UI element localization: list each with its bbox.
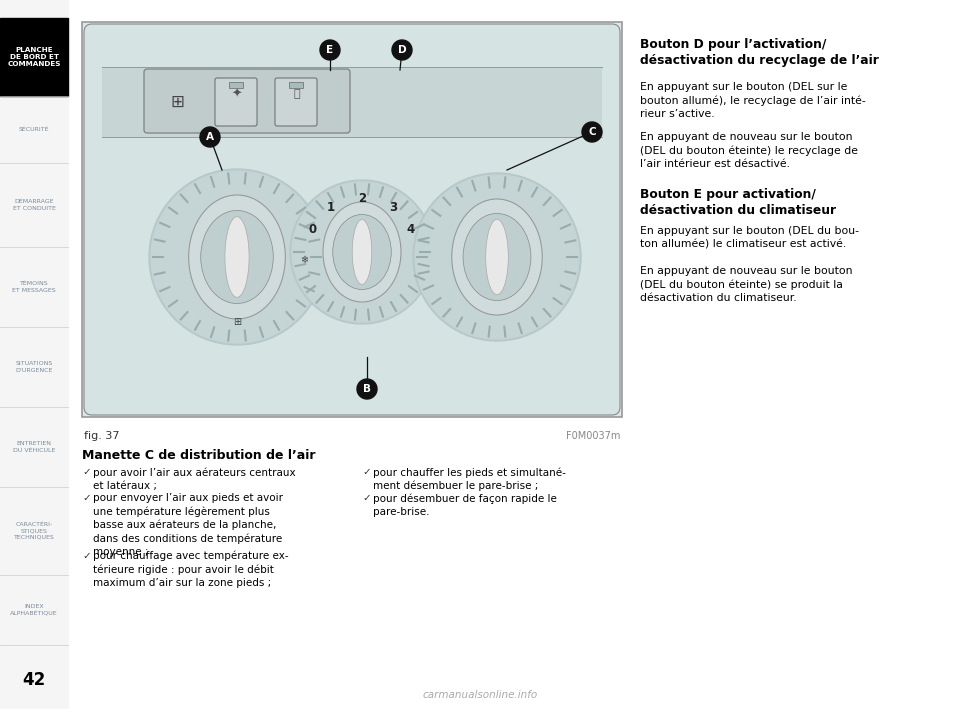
Ellipse shape (463, 213, 531, 301)
FancyBboxPatch shape (215, 78, 257, 126)
Text: ✓: ✓ (82, 550, 91, 561)
Circle shape (149, 169, 325, 345)
Bar (0, 0, 68, 709)
Text: ✓: ✓ (82, 493, 91, 503)
Bar (289, 82, 303, 88)
Text: 3: 3 (389, 201, 397, 214)
Text: 2: 2 (358, 191, 366, 204)
Text: ❄: ❄ (300, 255, 308, 265)
Bar (82, 22, 622, 417)
Circle shape (151, 171, 323, 343)
Text: CARACTÉRI-
STIQUES
TECHNIQUES: CARACTÉRI- STIQUES TECHNIQUES (13, 523, 55, 540)
Circle shape (392, 40, 412, 60)
Bar (0, 18, 68, 96)
Text: pour chauffer les pieds et simultané-
ment désembuer le pare-brise ;: pour chauffer les pieds et simultané- me… (373, 467, 565, 491)
Text: 🚗: 🚗 (294, 89, 300, 99)
Text: ✓: ✓ (362, 493, 371, 503)
Text: 0: 0 (309, 223, 317, 235)
Text: pour envoyer l’air aux pieds et avoir
une température légèrement plus
basse aux : pour envoyer l’air aux pieds et avoir un… (93, 493, 283, 557)
Text: INDEX
ALPHABÉTIQUE: INDEX ALPHABÉTIQUE (11, 604, 58, 616)
Text: Bouton E pour activation/
désactivation du climatiseur: Bouton E pour activation/ désactivation … (640, 188, 836, 217)
Circle shape (415, 175, 579, 339)
Text: En appuyant sur le bouton (DEL du bou-
ton allumée) le climatiseur est activé.: En appuyant sur le bouton (DEL du bou- t… (640, 226, 859, 250)
Text: 1: 1 (327, 201, 335, 214)
Text: SITUATIONS
D’URGENCE: SITUATIONS D’URGENCE (15, 362, 53, 373)
Text: Bouton D pour l’activation/
désactivation du recyclage de l’air: Bouton D pour l’activation/ désactivatio… (640, 38, 878, 67)
Text: En appuyant de nouveau sur le bouton
(DEL du bouton éteinte) se produit la
désac: En appuyant de nouveau sur le bouton (DE… (640, 266, 852, 303)
Text: D: D (397, 45, 406, 55)
Circle shape (582, 122, 602, 142)
Text: carmanualsonline.info: carmanualsonline.info (422, 690, 538, 700)
Text: ✓: ✓ (362, 467, 371, 477)
FancyBboxPatch shape (275, 78, 317, 126)
Text: En appuyant sur le bouton (DEL sur le
bouton allumé), le recyclage de l’air inté: En appuyant sur le bouton (DEL sur le bo… (640, 82, 866, 119)
Ellipse shape (323, 202, 401, 302)
Text: A: A (206, 132, 214, 142)
Text: pour désembuer de façon rapide le
pare-brise.: pour désembuer de façon rapide le pare-b… (373, 493, 557, 517)
Text: 4: 4 (407, 223, 415, 235)
Circle shape (357, 379, 377, 399)
FancyBboxPatch shape (84, 24, 620, 415)
Text: ENTRETIEN
DU VÉHICULE: ENTRETIEN DU VÉHICULE (12, 442, 55, 452)
Ellipse shape (452, 199, 542, 315)
Bar (102, 67, 602, 137)
Circle shape (292, 182, 432, 322)
Circle shape (413, 173, 581, 341)
Ellipse shape (333, 215, 392, 289)
Text: Manette C de distribution de l’air: Manette C de distribution de l’air (82, 449, 316, 462)
Text: En appuyant de nouveau sur le bouton
(DEL du bouton éteinte) le recyclage de
l’a: En appuyant de nouveau sur le bouton (DE… (640, 132, 858, 169)
Ellipse shape (486, 219, 508, 295)
Text: 42: 42 (22, 671, 46, 689)
Text: pour chauffage avec température ex-
térieure rigide : pour avoir le débit
maximu: pour chauffage avec température ex- téri… (93, 550, 289, 588)
Text: ⊞: ⊞ (233, 317, 241, 327)
Circle shape (290, 180, 434, 324)
Text: DÉMARRAGE
ET CONDUITE: DÉMARRAGE ET CONDUITE (12, 199, 56, 211)
Text: B: B (363, 384, 371, 394)
Text: TÉMOINS
ET MESSAGES: TÉMOINS ET MESSAGES (12, 281, 56, 293)
Text: ✦: ✦ (231, 87, 242, 101)
FancyBboxPatch shape (144, 69, 350, 133)
Ellipse shape (225, 217, 249, 297)
Ellipse shape (188, 195, 285, 319)
Text: PLANCHE
DE BORD ET
COMMANDES: PLANCHE DE BORD ET COMMANDES (8, 47, 60, 67)
Ellipse shape (201, 211, 274, 303)
Circle shape (200, 127, 220, 147)
Text: fig. 37: fig. 37 (84, 431, 119, 441)
Text: ⊞: ⊞ (170, 93, 184, 111)
Circle shape (320, 40, 340, 60)
Text: ✓: ✓ (82, 467, 91, 477)
Text: C: C (588, 127, 596, 137)
Text: pour avoir l’air aux aérateurs centraux
et latéraux ;: pour avoir l’air aux aérateurs centraux … (93, 467, 296, 491)
Text: E: E (326, 45, 333, 55)
Text: F0M0037m: F0M0037m (565, 431, 620, 441)
Ellipse shape (352, 220, 372, 284)
Bar (229, 82, 243, 88)
Text: SÉCURITÉ: SÉCURITÉ (19, 127, 49, 132)
